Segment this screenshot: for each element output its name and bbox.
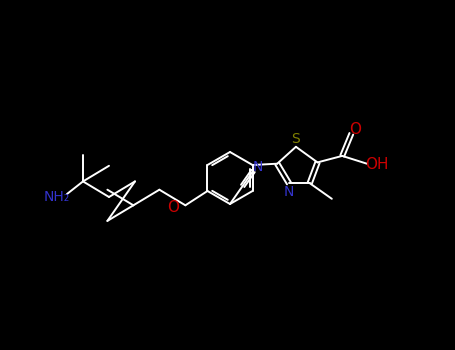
Text: N: N <box>284 185 294 199</box>
Text: N: N <box>253 160 263 174</box>
Text: OH: OH <box>365 157 389 172</box>
Text: S: S <box>292 132 300 146</box>
Text: O: O <box>167 200 179 215</box>
Text: NH₂: NH₂ <box>44 190 70 204</box>
Text: O: O <box>349 122 361 137</box>
